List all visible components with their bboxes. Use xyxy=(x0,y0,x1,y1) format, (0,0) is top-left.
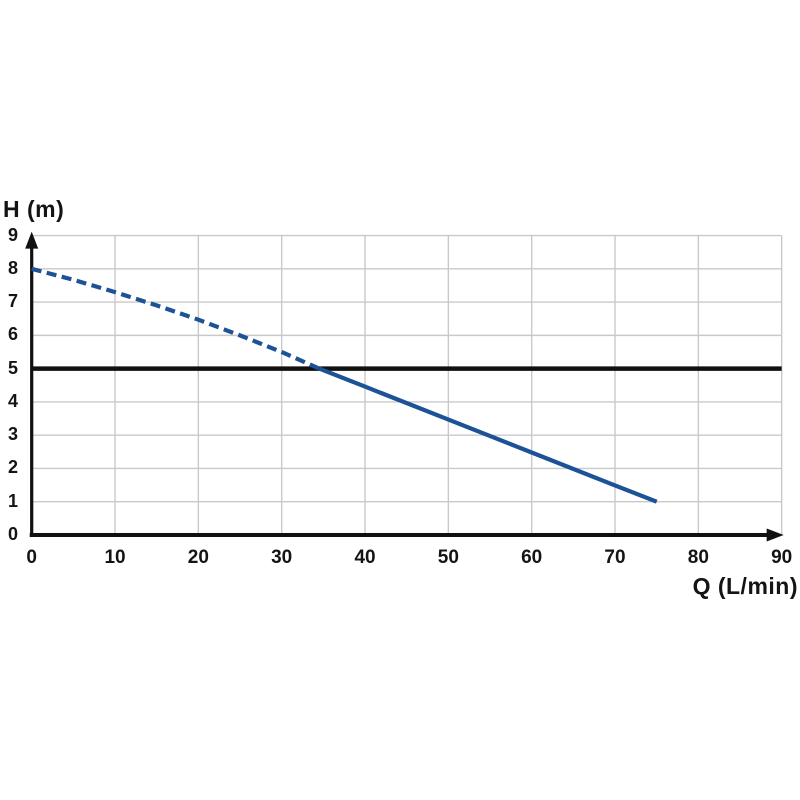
x-tick-label: 80 xyxy=(687,547,709,568)
y-tick-label: 9 xyxy=(7,224,18,245)
x-tick-label: 70 xyxy=(604,547,626,568)
y-tick-label: 6 xyxy=(7,324,18,345)
x-axis-arrowhead-icon xyxy=(766,528,784,542)
x-tick-label: 50 xyxy=(437,547,459,568)
y-axis-arrowhead-icon xyxy=(25,231,39,249)
y-tick-label: 1 xyxy=(7,490,18,511)
x-tick-label: 60 xyxy=(521,547,543,568)
y-tick-label: 7 xyxy=(7,291,18,312)
x-tick-label: 0 xyxy=(26,547,37,568)
y-tick-label: 8 xyxy=(7,257,18,278)
y-tick-label: 0 xyxy=(7,524,18,544)
y-axis-title: H (m) xyxy=(3,196,65,222)
x-tick-label: 40 xyxy=(354,547,376,568)
x-tick-label: 30 xyxy=(271,547,293,568)
x-tick-label: 90 xyxy=(771,547,793,568)
x-tick-label: 10 xyxy=(104,547,126,568)
pump-head-curve-dashed-segment xyxy=(31,266,321,371)
pump-head-curve-solid-segment xyxy=(318,366,658,504)
x-axis-title: Q (L/min) xyxy=(692,573,798,599)
y-tick-label: 3 xyxy=(7,424,18,445)
x-tick-label: 20 xyxy=(187,547,209,568)
y-tick-label: 5 xyxy=(7,357,18,378)
y-tick-label: 2 xyxy=(7,457,18,478)
y-tick-label: 4 xyxy=(7,390,18,411)
